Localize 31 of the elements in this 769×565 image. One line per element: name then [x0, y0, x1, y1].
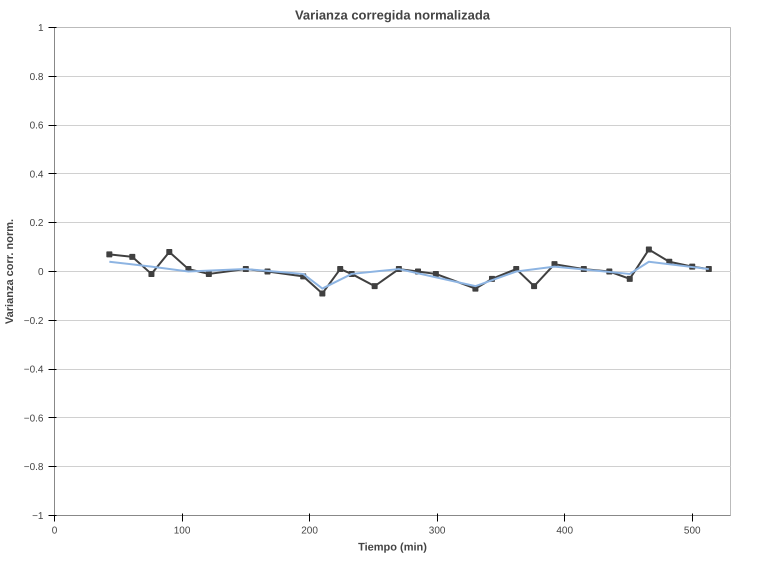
x-tick-label: 300 — [428, 526, 446, 536]
point — [626, 276, 633, 282]
x-axis-title: Tiempo (min) — [358, 542, 428, 554]
point — [646, 246, 652, 253]
y-tick-label: −0.6 — [24, 413, 44, 424]
y-tick-label: −0.4 — [24, 364, 44, 376]
y-tick-label: −1 — [32, 511, 44, 522]
point — [319, 290, 326, 296]
x-tick-label: 0 — [52, 526, 58, 536]
y-tick-label: −0.2 — [24, 316, 44, 327]
point — [166, 248, 172, 255]
point — [432, 270, 439, 277]
x-tick-label: 500 — [684, 526, 702, 536]
chart-title: Varianza corregida normalizada — [294, 8, 491, 22]
point — [531, 283, 538, 290]
y-tick-label: 0.6 — [30, 120, 44, 132]
point — [337, 266, 344, 272]
y-tick-label: 0.2 — [30, 218, 44, 230]
y-tick-label: 0 — [38, 267, 44, 278]
point — [372, 283, 378, 290]
x-tick-label: 400 — [556, 526, 574, 536]
x-tick-label: 100 — [174, 526, 191, 536]
y-axis-title: Varianza corr. norm. — [4, 218, 16, 324]
x-tick-label: 200 — [301, 526, 318, 536]
point — [148, 270, 154, 277]
y-tick-label: 0.8 — [30, 72, 44, 83]
y-tick-label: 0.4 — [30, 169, 44, 180]
point — [106, 251, 112, 258]
y-tick-label: 1 — [38, 23, 44, 34]
point — [129, 254, 136, 260]
y-tick-label: −0.8 — [24, 462, 44, 474]
